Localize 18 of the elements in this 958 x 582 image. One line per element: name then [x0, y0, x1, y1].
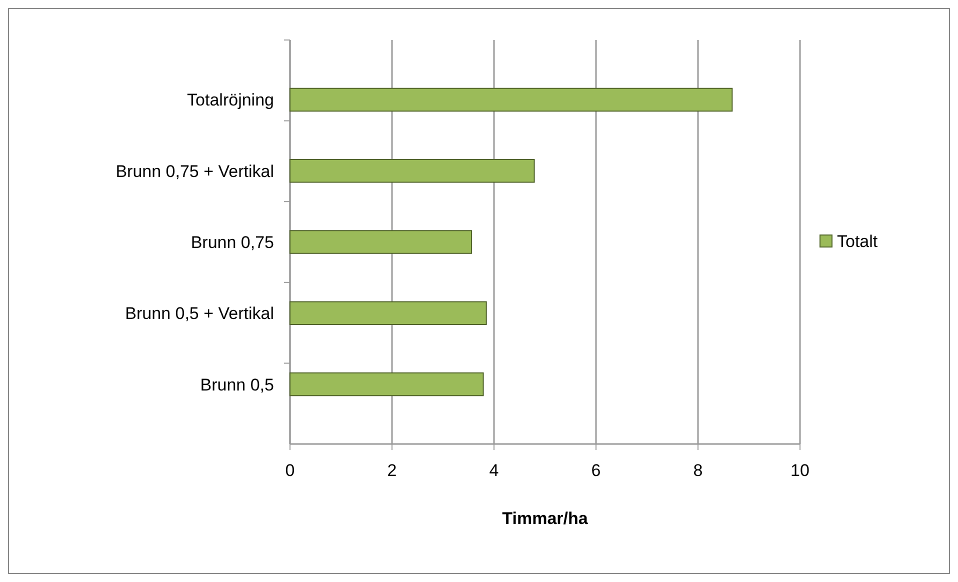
x-tick-label: 2 — [387, 461, 397, 480]
y-tick-label: Brunn 0,75 — [190, 233, 274, 252]
x-tick-label: 0 — [285, 461, 295, 480]
x-tick-label: 6 — [591, 461, 601, 480]
bar — [290, 301, 487, 326]
x-tick-label: 10 — [790, 461, 810, 480]
x-tick-label: 4 — [489, 461, 499, 480]
x-axis-title: Timmar/ha — [502, 509, 588, 528]
bar — [290, 158, 535, 183]
bar — [290, 372, 484, 396]
y-tick-label: Totalröjning — [187, 90, 274, 110]
y-tick-label: Brunn 0,5 — [200, 375, 274, 394]
legend-label: Totalt — [837, 232, 878, 251]
bar — [290, 88, 733, 112]
x-tick-label: 8 — [693, 461, 703, 480]
y-tick-label: Brunn 0,5 + Vertikal — [125, 304, 274, 324]
y-tick-label: Brunn 0,75 + Vertikal — [116, 162, 274, 181]
bar — [290, 230, 472, 254]
